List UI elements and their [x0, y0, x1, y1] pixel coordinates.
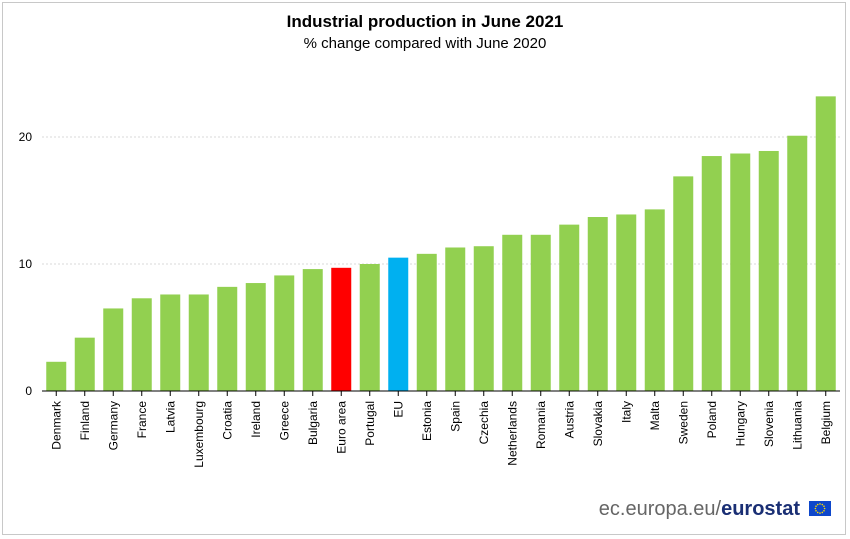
y-axis: 0 10 20	[19, 130, 33, 398]
bar-netherlands	[502, 234, 523, 391]
bar-estonia	[416, 253, 437, 391]
x-tick-label: Czechia	[477, 401, 491, 445]
bar-austria	[559, 224, 580, 391]
bar-slovakia	[587, 217, 608, 391]
bar-croatia	[217, 286, 238, 391]
flag-star	[815, 505, 817, 507]
x-tick-label: Ireland	[249, 401, 263, 438]
bar-italy	[616, 214, 637, 391]
flag-star	[819, 503, 821, 505]
chart-subtitle: % change compared with June 2020	[303, 35, 547, 52]
x-tick-label: Malta	[648, 401, 662, 431]
x-tick-label: Lithuania	[790, 401, 804, 450]
flag-star	[821, 511, 824, 514]
bar-malta	[644, 209, 665, 391]
x-tick-label: Finland	[78, 401, 92, 440]
x-tick-label: Sweden	[676, 401, 690, 444]
x-tick-label: Romania	[534, 401, 548, 449]
flag-star	[823, 507, 826, 510]
x-tick-labels: Denmark Finland Germany France Latvia Luxembo…	[49, 400, 833, 468]
bar-denmark	[46, 361, 67, 391]
x-tick-label: France	[135, 401, 149, 439]
flag-star	[819, 512, 821, 514]
y-tick-label: 10	[19, 257, 33, 271]
bar-greece	[274, 275, 295, 391]
bar-romania	[530, 234, 551, 391]
x-tick-label: Spain	[448, 401, 462, 432]
flag-star	[823, 505, 825, 507]
bar-spain	[445, 247, 466, 391]
bar-france	[131, 298, 152, 391]
bar-latvia	[160, 294, 181, 391]
bar-belgium	[815, 96, 836, 392]
eu-flag-icon	[809, 501, 831, 516]
bar-lithuania	[787, 135, 808, 391]
bar-slovenia	[758, 150, 779, 391]
bar-sweden	[673, 176, 694, 391]
x-tick-label: Croatia	[220, 401, 234, 440]
y-tick-label: 0	[25, 384, 32, 398]
y-tick-label: 20	[19, 130, 33, 144]
bar-eu	[388, 257, 409, 391]
flag-star	[815, 510, 817, 512]
x-tick-label: Luxembourg	[192, 401, 206, 468]
x-tick-label: Austria	[562, 401, 576, 439]
x-tick-label: Bulgaria	[306, 401, 320, 445]
flag-star	[823, 510, 825, 512]
x-tick-label: Portugal	[363, 401, 377, 446]
bar-poland	[701, 156, 722, 391]
flag-star	[816, 511, 819, 514]
x-tick-label: EU	[391, 401, 405, 418]
footer-brand: eurostat	[721, 498, 800, 520]
flag-star	[814, 507, 817, 510]
bar-bulgaria	[302, 269, 323, 391]
x-tick-label: Estonia	[420, 401, 434, 441]
x-tick-label: Poland	[705, 401, 719, 438]
flag-star	[821, 503, 824, 506]
bar-finland	[74, 337, 95, 391]
x-tick-label: Netherlands	[505, 401, 519, 466]
x-tick-label: Denmark	[49, 400, 63, 450]
x-axis	[42, 390, 840, 396]
bar-czechia	[473, 246, 494, 391]
x-tick-label: Slovenia	[762, 401, 776, 447]
chart-title: Industrial production in June 2021	[286, 12, 564, 31]
bar-euro-area	[331, 267, 352, 391]
x-tick-label: Greece	[277, 401, 291, 441]
bar-hungary	[730, 153, 751, 391]
x-tick-label: Hungary	[733, 401, 747, 446]
x-tick-label: Euro area	[334, 401, 348, 454]
x-tick-label: Italy	[619, 401, 633, 423]
bar-portugal	[359, 264, 380, 391]
x-tick-label: Latvia	[163, 401, 177, 433]
bar-germany	[103, 308, 124, 391]
bars	[46, 96, 836, 392]
x-tick-label: Germany	[106, 401, 120, 450]
footer-site: ec.europa.eu/	[598, 498, 722, 520]
flag-star	[816, 503, 819, 506]
x-tick-label: Belgium	[819, 401, 833, 444]
bar-ireland	[245, 283, 266, 391]
source-footer: ec.europa.eu/eurostat	[599, 498, 800, 521]
bar-luxembourg	[188, 294, 209, 391]
x-tick-label: Slovakia	[591, 401, 605, 447]
